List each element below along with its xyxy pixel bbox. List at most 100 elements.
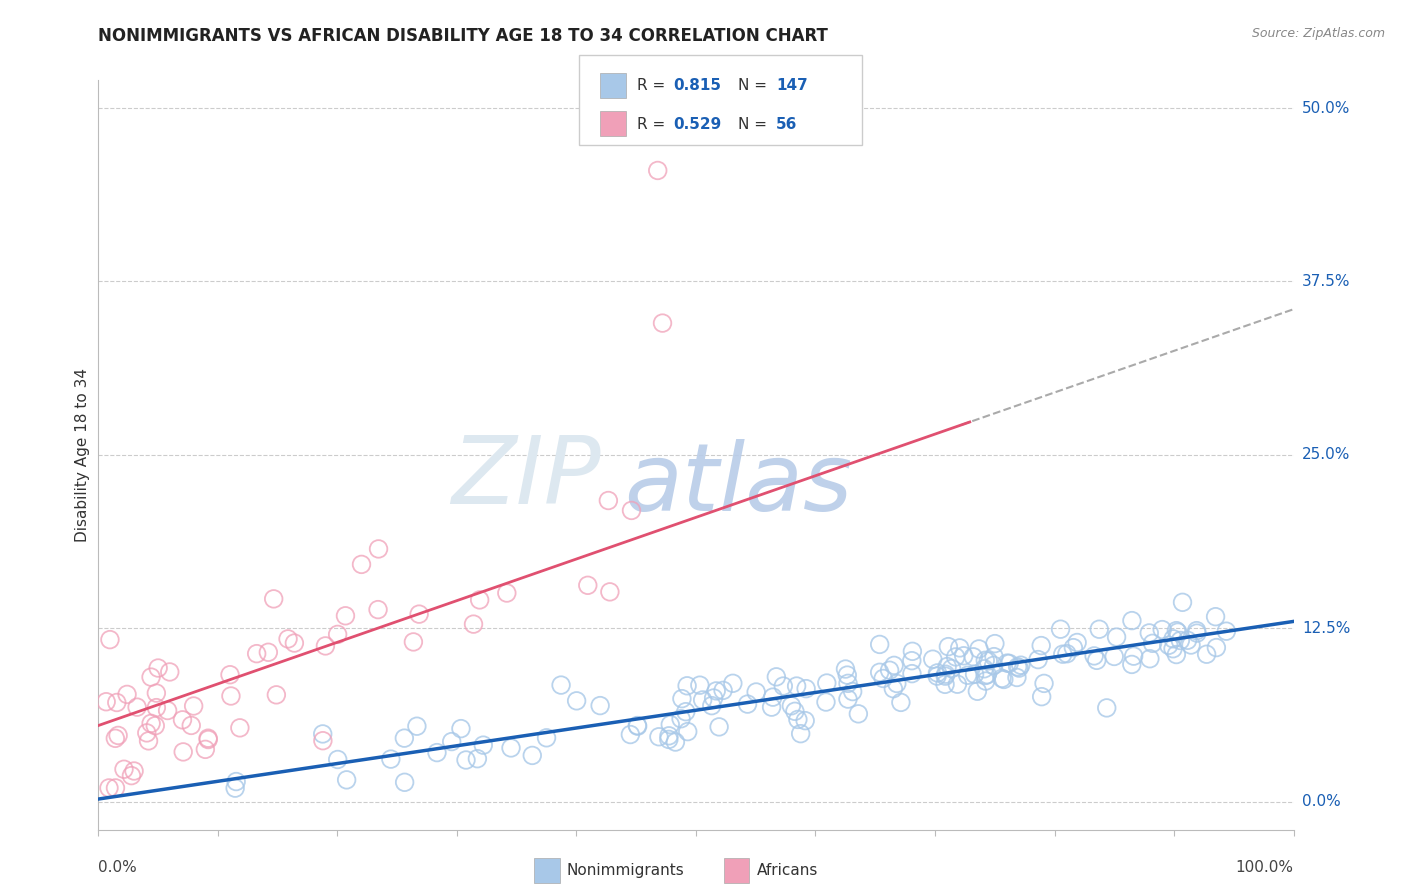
- Point: [139, 716, 162, 731]
- Point: [619, 727, 641, 741]
- Point: [983, 658, 1005, 673]
- Point: [1161, 632, 1184, 646]
- Point: [737, 697, 759, 711]
- Point: [104, 731, 127, 746]
- Point: [837, 668, 859, 682]
- Point: [1005, 670, 1028, 684]
- Point: [367, 602, 389, 616]
- Point: [1052, 647, 1074, 661]
- Text: 37.5%: 37.5%: [1302, 274, 1350, 289]
- Point: [98, 632, 121, 647]
- Point: [1170, 633, 1192, 648]
- Point: [468, 593, 491, 607]
- Point: [786, 679, 808, 693]
- Point: [647, 163, 669, 178]
- Point: [765, 670, 787, 684]
- Point: [935, 667, 957, 681]
- Point: [180, 718, 202, 732]
- Point: [676, 679, 699, 693]
- Point: [225, 774, 247, 789]
- Point: [246, 647, 269, 661]
- Point: [463, 617, 485, 632]
- Point: [901, 654, 924, 668]
- Point: [704, 684, 727, 698]
- Point: [367, 541, 389, 556]
- Point: [814, 695, 837, 709]
- Point: [882, 681, 904, 696]
- Point: [224, 781, 246, 796]
- Point: [120, 769, 142, 783]
- Point: [700, 698, 723, 713]
- Point: [664, 735, 686, 749]
- Point: [879, 663, 901, 677]
- Point: [936, 659, 959, 673]
- Point: [406, 719, 429, 733]
- Point: [1085, 653, 1108, 667]
- Point: [350, 558, 373, 572]
- Point: [995, 656, 1018, 670]
- Point: [780, 698, 803, 713]
- Point: [626, 718, 648, 732]
- Point: [901, 644, 924, 658]
- Point: [522, 748, 544, 763]
- Point: [107, 728, 129, 742]
- Point: [499, 740, 522, 755]
- Point: [794, 714, 817, 728]
- Point: [966, 684, 988, 698]
- Point: [576, 578, 599, 592]
- Text: 0.529: 0.529: [673, 117, 721, 132]
- Text: Nonimmigrants: Nonimmigrants: [567, 863, 685, 878]
- Point: [949, 640, 972, 655]
- Point: [139, 670, 162, 684]
- Point: [172, 745, 194, 759]
- Text: 50.0%: 50.0%: [1302, 101, 1350, 116]
- Point: [312, 733, 335, 747]
- Point: [886, 676, 908, 690]
- Point: [1152, 623, 1174, 637]
- Point: [467, 752, 489, 766]
- Point: [197, 732, 219, 747]
- Point: [229, 721, 252, 735]
- Point: [263, 591, 285, 606]
- Point: [783, 704, 806, 718]
- Point: [669, 712, 692, 726]
- Point: [721, 676, 744, 690]
- Point: [314, 639, 336, 653]
- Point: [974, 674, 997, 689]
- Point: [934, 677, 956, 691]
- Point: [1121, 614, 1143, 628]
- Point: [983, 649, 1005, 664]
- Point: [1031, 639, 1053, 653]
- Point: [890, 695, 912, 709]
- Point: [967, 641, 990, 656]
- Text: R =: R =: [637, 78, 671, 94]
- Point: [675, 705, 697, 719]
- Point: [138, 734, 160, 748]
- Point: [837, 676, 859, 690]
- Point: [172, 713, 194, 727]
- Point: [1033, 676, 1056, 690]
- Point: [869, 637, 891, 651]
- Point: [869, 665, 891, 680]
- Point: [1139, 651, 1161, 665]
- Point: [952, 648, 974, 663]
- Point: [1031, 690, 1053, 704]
- Point: [599, 585, 621, 599]
- Point: [786, 713, 808, 727]
- Point: [1105, 630, 1128, 644]
- Point: [135, 726, 157, 740]
- Point: [1121, 657, 1143, 672]
- Point: [761, 700, 783, 714]
- Point: [104, 780, 127, 795]
- Point: [98, 780, 121, 795]
- Point: [257, 645, 280, 659]
- Point: [598, 493, 620, 508]
- Point: [956, 668, 979, 682]
- Text: Africans: Africans: [756, 863, 818, 878]
- Text: 56: 56: [776, 117, 797, 132]
- Text: 12.5%: 12.5%: [1302, 621, 1350, 636]
- Point: [1166, 648, 1188, 662]
- Point: [156, 704, 179, 718]
- Point: [326, 627, 349, 641]
- Text: N =: N =: [738, 78, 772, 94]
